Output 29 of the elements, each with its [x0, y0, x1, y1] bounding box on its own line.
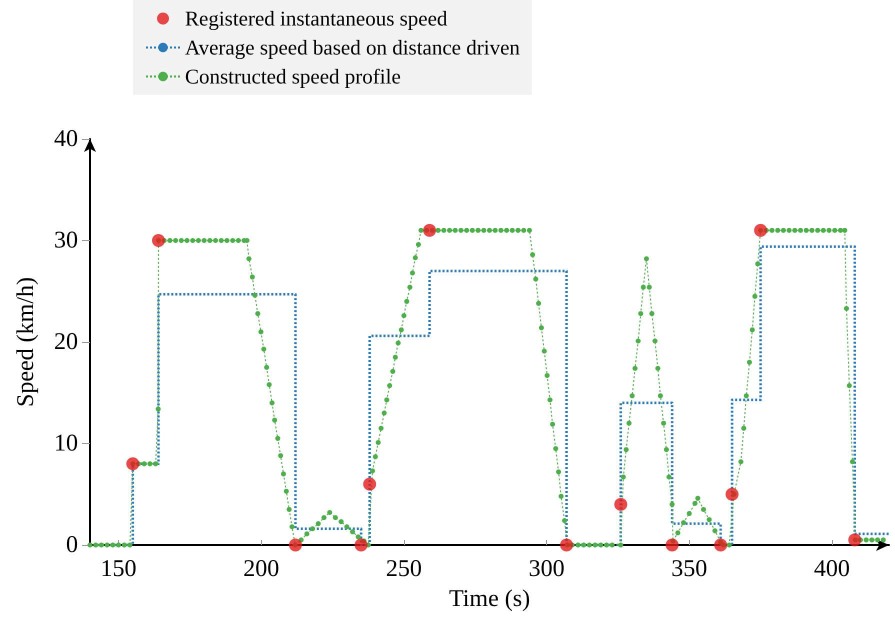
point: [423, 224, 436, 237]
point: [288, 538, 302, 552]
point: [726, 488, 739, 501]
y-tick-label: 10: [54, 430, 78, 456]
y-tick-label: 20: [54, 329, 78, 355]
point: [754, 224, 768, 237]
point: [152, 234, 165, 247]
legend-label: Registered instantaneous speed: [185, 6, 448, 30]
x-tick-label: 150: [100, 556, 137, 582]
y-tick-label: 0: [66, 532, 78, 558]
legend-label: Constructed speed profile: [185, 64, 401, 88]
y-axis-title: Speed (km/h): [13, 277, 39, 407]
x-tick-label: 350: [671, 556, 708, 582]
point: [848, 533, 862, 546]
legend-label: Average speed based on distance driven: [185, 36, 520, 60]
point: [354, 538, 368, 552]
x-tick-label: 300: [528, 556, 565, 582]
x-tick-label: 200: [243, 556, 280, 582]
y-tick-label: 30: [54, 228, 78, 254]
x-axis-title: Time (s): [448, 586, 530, 612]
y-tick-label: 40: [54, 126, 78, 152]
point: [666, 538, 679, 552]
point: [614, 498, 628, 511]
point: [714, 538, 728, 552]
point: [560, 538, 574, 552]
x-tick-label: 250: [386, 556, 422, 582]
x-tick-label: 400: [814, 556, 850, 582]
point: [126, 457, 140, 470]
point: [363, 478, 376, 491]
